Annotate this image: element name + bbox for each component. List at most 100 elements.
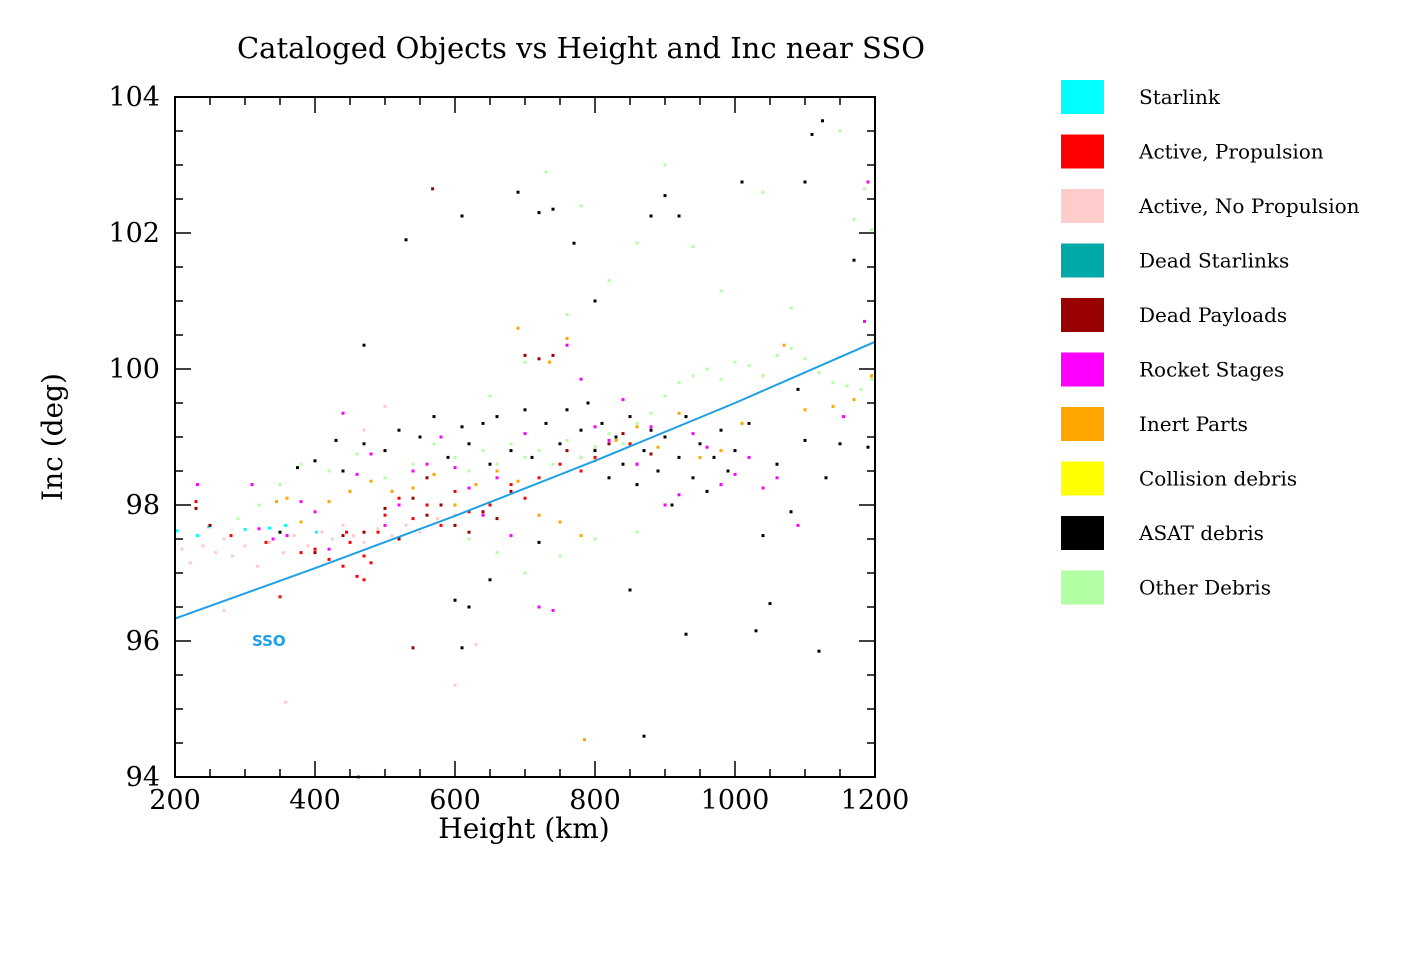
point-starlink-5 [284, 523, 288, 527]
point-other-debris-48 [789, 306, 793, 310]
point-active-no-propulsion-10 [292, 534, 296, 538]
point-asat-debris-34 [607, 476, 611, 480]
point-active-no-propulsion-5 [230, 554, 234, 558]
point-dead-payloads-12 [481, 510, 485, 514]
point-other-debris-20 [607, 432, 611, 436]
point-inert-parts-30 [583, 738, 586, 742]
point-active-propulsion-9 [355, 574, 359, 578]
point-asat-debris-61 [817, 649, 821, 653]
x-tick-label-400: 400 [289, 785, 341, 816]
point-active-propulsion-31 [345, 530, 348, 534]
point-asat-debris-24 [544, 421, 548, 425]
point-active-no-propulsion-15 [352, 534, 355, 538]
point-active-propulsion-4 [299, 551, 303, 555]
point-starlink-3 [243, 528, 247, 531]
point-other-debris-28 [719, 377, 723, 381]
point-asat-debris-78 [803, 180, 807, 184]
point-rocket-stages-38 [761, 486, 765, 490]
plot-frame [174, 96, 876, 778]
point-asat-debris-79 [821, 119, 824, 123]
point-active-no-propulsion-9 [282, 551, 285, 555]
point-inert-parts-10 [474, 483, 478, 487]
y-tick-label-98: 98 [126, 490, 160, 521]
point-starlink-4 [268, 526, 271, 530]
point-inert-parts-29 [870, 374, 873, 378]
point-asat-debris-67 [467, 605, 471, 609]
y-axis-label: Inc (deg) [36, 373, 69, 501]
point-rocket-stages-26 [593, 425, 597, 429]
point-asat-debris-45 [684, 415, 688, 419]
point-inert-parts-1 [285, 496, 289, 500]
legend-label-asat-debris: ASAT debris [1138, 521, 1264, 545]
point-dead-payloads-10 [453, 523, 457, 527]
point-asat-debris-64 [852, 258, 856, 262]
point-other-debris-11 [481, 449, 485, 453]
point-inert-parts-27 [831, 404, 835, 408]
point-rocket-stages-34 [705, 445, 709, 449]
point-asat-debris-16 [481, 421, 485, 425]
legend-swatch-asat-debris [1061, 516, 1104, 550]
point-asat-debris-17 [488, 462, 492, 466]
point-active-no-propulsion-24 [284, 700, 288, 704]
point-asat-debris-28 [572, 241, 576, 245]
point-asat-debris-18 [495, 415, 499, 419]
point-rocket-stages-23 [551, 608, 555, 612]
point-inert-parts-13 [537, 513, 541, 517]
point-asat-debris-59 [803, 438, 807, 442]
point-asat-debris-1 [296, 466, 299, 470]
point-dead-payloads-7 [411, 496, 415, 500]
point-starlink-0 [175, 529, 179, 533]
point-asat-debris-56 [775, 462, 779, 466]
point-rocket-stages-15 [439, 435, 443, 439]
point-other-debris-32 [775, 353, 779, 357]
point-asat-debris-62 [824, 476, 828, 480]
point-active-no-propulsion-4 [222, 537, 226, 541]
point-asat-debris-6 [362, 442, 366, 446]
point-other-debris-26 [691, 374, 695, 378]
point-rocket-stages-16 [453, 466, 457, 470]
point-other-debris-22 [635, 421, 639, 425]
point-rocket-stages-14 [425, 462, 429, 466]
point-other-debris-43 [635, 241, 639, 245]
point-inert-parts-32 [565, 336, 569, 340]
y-tick-label-100: 100 [108, 354, 160, 385]
point-inert-parts-23 [740, 421, 744, 425]
legend-label-active-propulsion: Active, Propulsion [1138, 140, 1324, 164]
point-inert-parts-6 [390, 489, 394, 493]
point-asat-debris-60 [810, 132, 814, 136]
point-other-debris-60 [523, 360, 527, 364]
point-asat-debris-0 [278, 530, 282, 534]
x-tick-label-1000: 1000 [701, 785, 770, 816]
point-asat-debris-54 [754, 629, 758, 633]
legend-label-rocket-stages: Rocket Stages [1139, 358, 1284, 382]
point-rocket-stages-6 [313, 510, 317, 514]
point-other-debris-2 [278, 483, 282, 487]
point-starlink-1 [195, 534, 199, 538]
point-asat-debris-8 [397, 428, 401, 432]
point-active-no-propulsion-8 [268, 540, 271, 544]
point-other-debris-7 [411, 462, 415, 466]
point-asat-debris-73 [663, 194, 667, 198]
legend-swatch-active-no-propulsion [1061, 189, 1104, 223]
point-rocket-stages-0 [195, 483, 199, 487]
point-active-propulsion-23 [537, 476, 541, 480]
point-asat-debris-48 [705, 489, 709, 493]
point-asat-debris-44 [677, 455, 681, 459]
point-dead-payloads-3 [341, 534, 345, 538]
point-active-propulsion-3 [278, 595, 282, 599]
point-active-no-propulsion-13 [331, 537, 334, 541]
point-active-propulsion-18 [453, 489, 457, 493]
point-active-propulsion-26 [593, 455, 597, 459]
point-inert-parts-9 [453, 503, 457, 507]
point-dead-payloads-24 [649, 452, 653, 456]
legend-label-active-no-propulsion: Active, No Propulsion [1138, 194, 1360, 218]
point-active-propulsion-17 [439, 523, 443, 527]
point-asat-debris-3 [334, 438, 338, 442]
point-dead-payloads-15 [523, 353, 527, 357]
point-rocket-stages-4 [285, 534, 289, 538]
point-rocket-stages-7 [327, 547, 331, 551]
point-inert-parts-33 [548, 360, 551, 364]
point-active-propulsion-8 [348, 540, 352, 544]
point-other-debris-16 [551, 462, 555, 466]
point-inert-parts-0 [275, 500, 278, 504]
